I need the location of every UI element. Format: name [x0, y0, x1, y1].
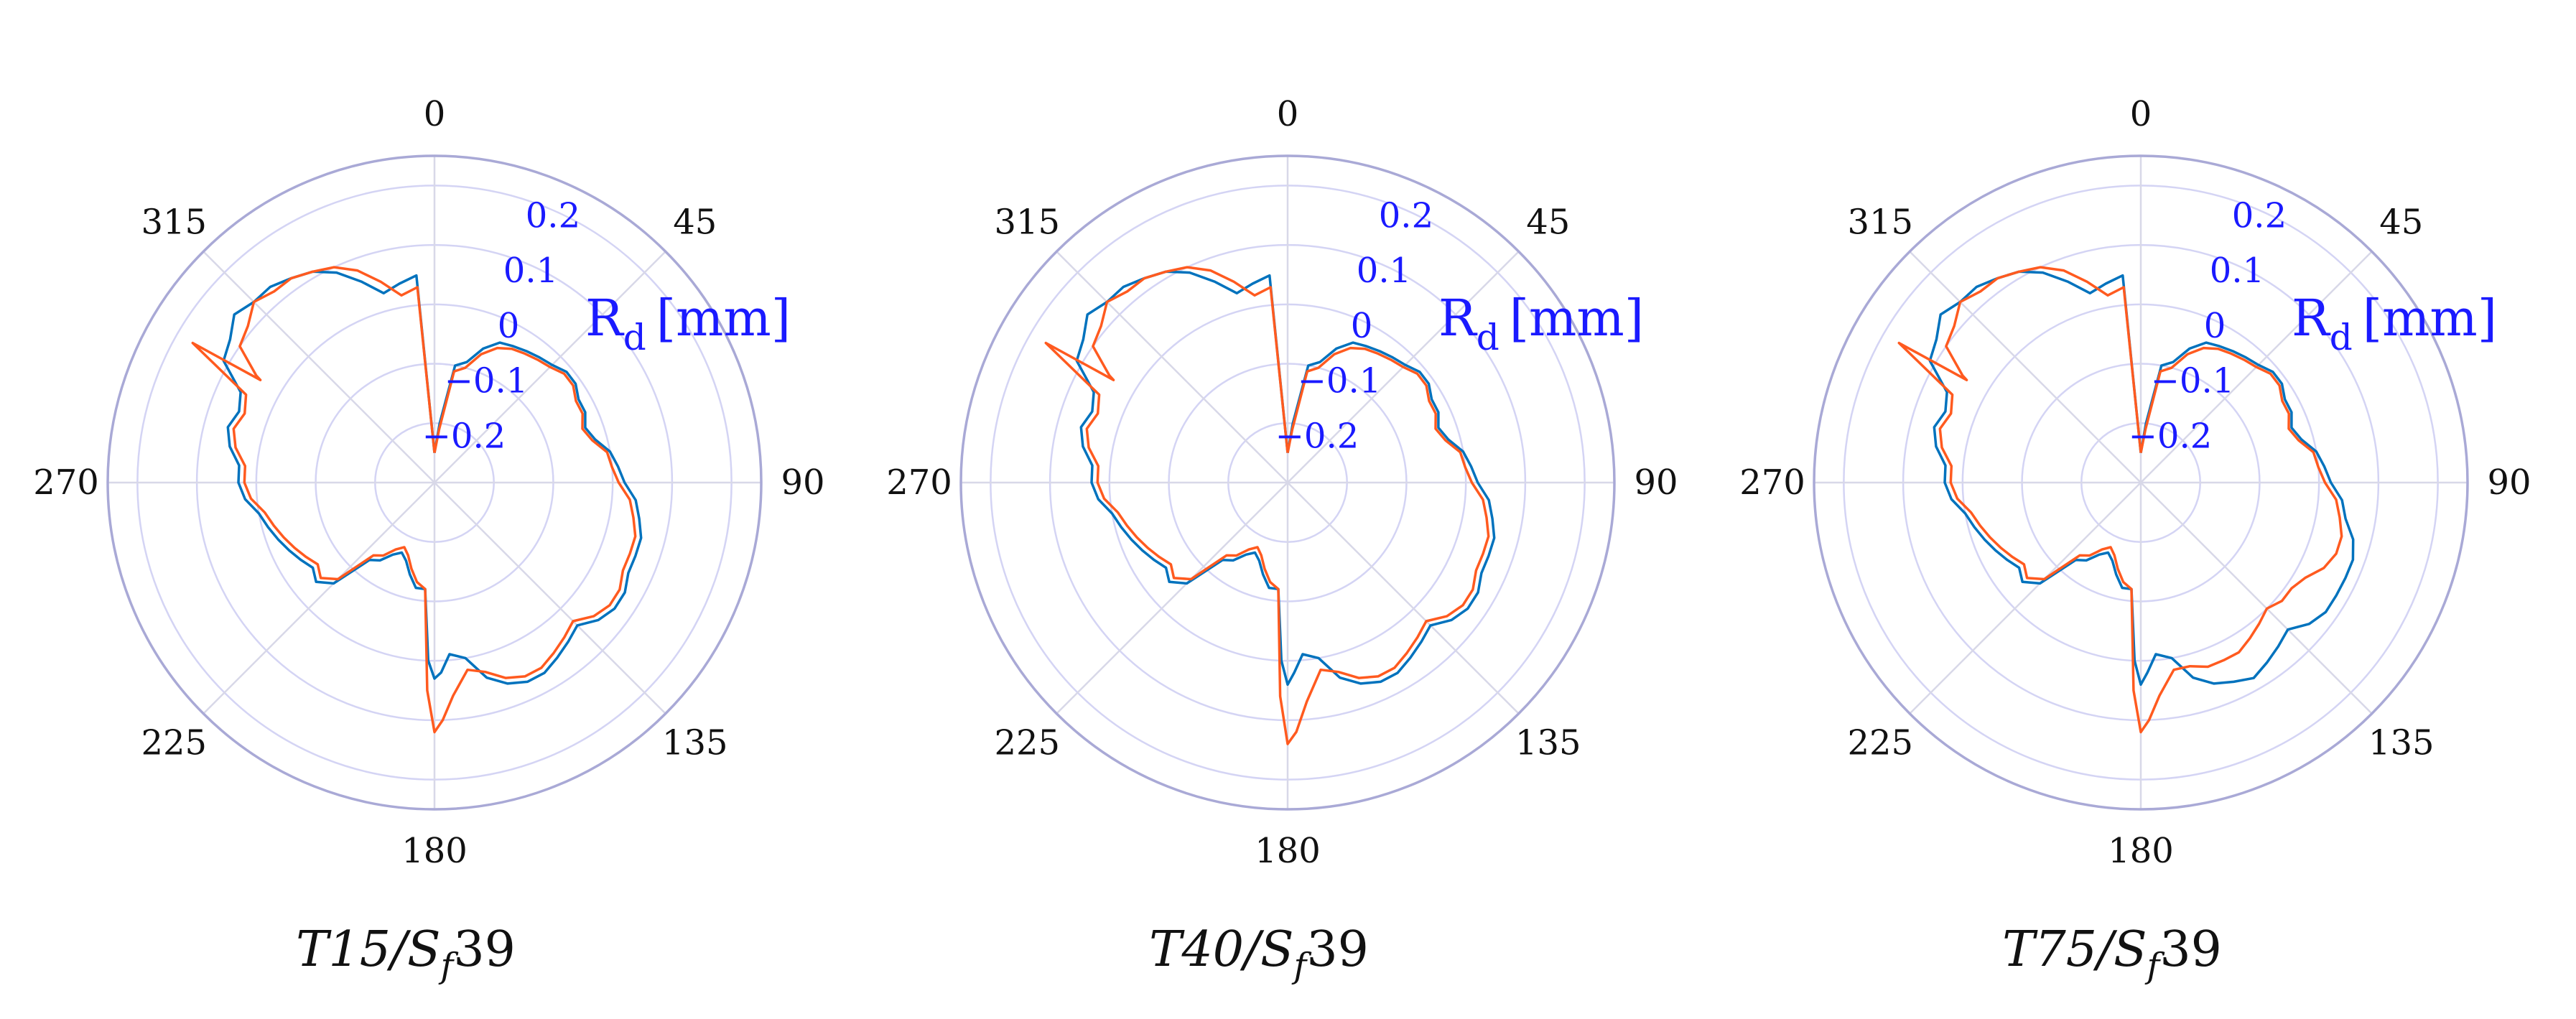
- series-blue-line: [1928, 270, 2355, 687]
- theta-tick-label: 315: [141, 202, 207, 242]
- theta-tick-label: 180: [1255, 831, 1321, 871]
- angular-gridline: [1287, 482, 1520, 715]
- polar-chart-2: 0 45 90 135 180 225 270 315 −0.2 −0.1 0 0.1 0.2 Rd [mm…: [886, 94, 1678, 986]
- theta-tick-label: 180: [2108, 831, 2174, 871]
- caption-tail: 39: [1306, 921, 1369, 978]
- r-axis-title-subscript: d: [623, 317, 646, 358]
- theta-tick-label: 135: [662, 723, 728, 763]
- r-axis-title-subscript: d: [1477, 317, 1499, 358]
- theta-tick-label: 225: [1847, 723, 1913, 763]
- caption-main: T40/S: [1149, 921, 1293, 978]
- r-tick-label: −0.2: [2129, 416, 2213, 456]
- r-tick-label: 0: [2204, 306, 2226, 346]
- theta-tick-label: 270: [1739, 462, 1805, 503]
- r-axis-title-symbol: R: [1438, 289, 1478, 348]
- caption-main: T75/S: [2002, 921, 2147, 978]
- theta-tick-label: 270: [886, 462, 952, 503]
- theta-tick-label: 0: [1277, 94, 1299, 134]
- r-tick-label: −0.2: [422, 416, 506, 456]
- r-tick-label: 0.2: [2232, 195, 2287, 236]
- theta-tick-label: 90: [1634, 462, 1678, 503]
- series-orange-line: [1897, 266, 2343, 734]
- theta-tick-label: 0: [2130, 94, 2152, 134]
- r-axis-title-symbol: R: [2292, 289, 2331, 348]
- polar-axis-outline: [1813, 154, 2469, 811]
- r-tick-label: 0.1: [2210, 251, 2264, 291]
- polar-chart-1: 0 45 90 135 180 225 270 315 −0.2 −0.1 0 0.1 0.2 Rd [mm…: [33, 94, 824, 986]
- polar-chart-3: 0 45 90 135 180 225 270 315 −0.2 −0.1 0 0.1 0.2 Rd [mm…: [1739, 94, 2531, 986]
- r-axis-title: Rd [mm]: [1438, 289, 1644, 358]
- polar-axis-outline: [959, 154, 1616, 811]
- theta-tick-label: 225: [994, 723, 1060, 763]
- theta-tick-label: 135: [1515, 723, 1581, 763]
- caption-main: T15/S: [296, 921, 440, 978]
- theta-tick-label: 90: [781, 462, 824, 503]
- angular-gridline: [434, 482, 666, 715]
- series-blue-line: [1075, 270, 1496, 687]
- r-tick-label: −0.1: [445, 361, 529, 401]
- angular-gridline: [1056, 482, 1288, 715]
- r-tick-label: 0: [1351, 306, 1373, 346]
- r-tick-label: 0.2: [1379, 195, 1433, 236]
- theta-tick-label: 45: [673, 202, 717, 242]
- series-orange-line: [1044, 266, 1490, 745]
- theta-tick-label: 45: [2379, 202, 2423, 242]
- r-tick-label: −0.1: [2151, 361, 2235, 401]
- angular-gridline: [203, 251, 435, 483]
- theta-tick-label: 90: [2487, 462, 2531, 503]
- angular-gridline: [203, 482, 435, 715]
- theta-tick-label: 270: [33, 462, 99, 503]
- r-tick-label: 0.2: [526, 195, 580, 236]
- theta-tick-label: 225: [141, 723, 207, 763]
- angular-gridline: [1056, 251, 1288, 483]
- series-blue-line: [222, 270, 643, 685]
- r-axis-title-unit: [mm]: [1510, 289, 1644, 348]
- caption-tail: 39: [453, 921, 516, 978]
- r-axis-title-unit: [mm]: [2363, 289, 2497, 348]
- caption-tail: 39: [2159, 921, 2222, 978]
- r-tick-label: 0.1: [503, 251, 558, 291]
- r-axis-title: Rd [mm]: [585, 289, 791, 358]
- theta-tick-label: 0: [424, 94, 446, 134]
- theta-tick-label: 315: [1847, 202, 1913, 242]
- theta-tick-label: 180: [401, 831, 468, 871]
- chart-caption: T15/Sf39: [296, 921, 516, 986]
- r-tick-label: 0.1: [1357, 251, 1411, 291]
- r-axis-title-unit: [mm]: [656, 289, 791, 348]
- r-tick-label: −0.1: [1298, 361, 1382, 401]
- r-tick-label: 0: [498, 306, 520, 346]
- r-axis-title-subscript: d: [2330, 317, 2353, 358]
- r-axis-title: Rd [mm]: [2292, 289, 2497, 358]
- chart-caption: T40/Sf39: [1149, 921, 1369, 986]
- theta-tick-label: 315: [994, 202, 1060, 242]
- series-orange-line: [191, 266, 637, 734]
- angular-gridline: [1909, 482, 2142, 715]
- r-axis-title-symbol: R: [585, 289, 625, 348]
- theta-tick-label: 45: [1526, 202, 1570, 242]
- theta-tick-label: 135: [2368, 723, 2435, 763]
- r-tick-label: −0.2: [1275, 416, 1359, 456]
- chart-caption: T75/Sf39: [2002, 921, 2222, 986]
- polar-axis-outline: [106, 154, 763, 811]
- angular-gridline: [1909, 251, 2142, 483]
- angular-gridline: [2140, 482, 2373, 715]
